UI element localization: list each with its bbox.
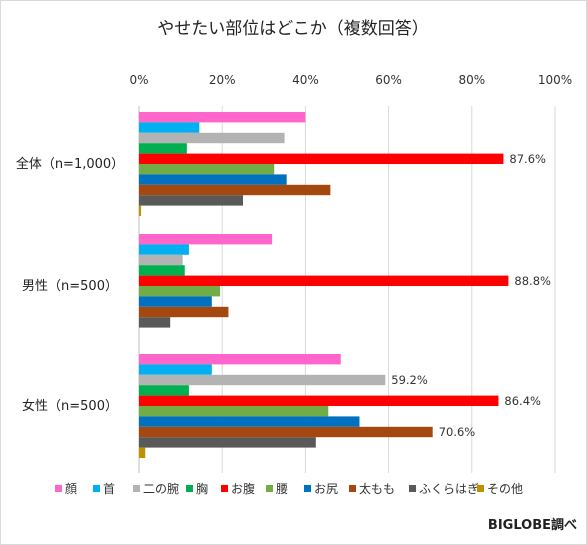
- data-label: 70.6%: [439, 425, 476, 439]
- legend-swatch: [133, 485, 140, 492]
- legend-label: お腹: [231, 482, 255, 496]
- bar: [139, 174, 287, 185]
- x-tick-label: 80%: [458, 73, 485, 87]
- bar: [139, 205, 142, 216]
- bar: [139, 195, 243, 206]
- bar: [139, 447, 146, 458]
- bar: [139, 153, 504, 164]
- legend-swatch: [55, 485, 62, 492]
- legend-swatch: [349, 485, 356, 492]
- x-axis-ticks: 0% 20% 40% 60% 80% 100%: [129, 73, 572, 87]
- x-tick-label: 0%: [129, 73, 148, 87]
- bar: [139, 296, 212, 307]
- legend-swatch: [304, 485, 311, 492]
- bar: [139, 164, 275, 175]
- category-label: 全体（n=1,000）: [16, 156, 124, 172]
- legend-swatch: [221, 485, 228, 492]
- bar: [139, 426, 433, 438]
- bar: [139, 143, 187, 154]
- data-label: 86.4%: [504, 394, 541, 408]
- data-label: 88.8%: [514, 274, 551, 288]
- legend-swatch: [477, 485, 484, 492]
- category-label: 女性（n=500）: [22, 398, 118, 414]
- legend: 顔 首 二の腕 胸 お腹 腰 お尻 太もも ふくらはぎ その他: [55, 481, 523, 496]
- bar: [139, 306, 229, 318]
- legend-swatch: [186, 485, 193, 492]
- bar: [139, 416, 360, 427]
- category-label: 男性（n=500）: [22, 279, 118, 294]
- data-labels: 87.6% 88.8% 59.2% 86.4% 70.6%: [391, 152, 551, 439]
- bar: [139, 112, 306, 123]
- bar: [139, 122, 200, 133]
- bar: [139, 374, 386, 386]
- x-tick-label: 20%: [209, 73, 236, 87]
- bar: [139, 385, 189, 396]
- bar: [139, 406, 329, 417]
- bar: [139, 437, 316, 448]
- bars: [139, 112, 509, 458]
- bar: [139, 317, 171, 328]
- legend-label: 顔: [65, 481, 77, 496]
- legend-swatch: [409, 485, 416, 492]
- bar: [139, 132, 285, 144]
- legend-swatch: [93, 485, 100, 492]
- bar: [139, 254, 183, 266]
- legend-label: その他: [487, 482, 523, 496]
- source-credit: BIGLOBE調べ: [488, 517, 577, 533]
- legend-label: 腰: [276, 482, 288, 496]
- bar: [139, 265, 185, 276]
- legend-label: 胸: [196, 481, 208, 496]
- category-labels: 全体（n=1,000） 男性（n=500） 女性（n=500）: [16, 156, 124, 414]
- legend-label: お尻: [314, 482, 338, 496]
- legend-label: 太もも: [359, 481, 395, 496]
- chart-title: やせたい部位はどこか（複数回答）: [157, 19, 429, 39]
- legend-swatch: [266, 485, 273, 492]
- bar: [139, 364, 212, 375]
- legend-label: 二の腕: [143, 481, 179, 496]
- bar: [139, 234, 273, 245]
- bar: [139, 244, 189, 255]
- x-tick-label: 60%: [375, 73, 402, 87]
- legend-label: 首: [103, 482, 115, 496]
- legend-label: ふくらはぎ: [419, 482, 479, 496]
- bar: [139, 275, 509, 286]
- data-label: 59.2%: [391, 373, 428, 387]
- bar: [139, 395, 499, 406]
- x-tick-label: 100%: [538, 73, 572, 87]
- x-tick-label: 40%: [292, 73, 319, 87]
- data-label: 87.6%: [509, 152, 546, 166]
- bar: [139, 354, 341, 365]
- bar: [139, 286, 221, 297]
- bar: [139, 184, 331, 196]
